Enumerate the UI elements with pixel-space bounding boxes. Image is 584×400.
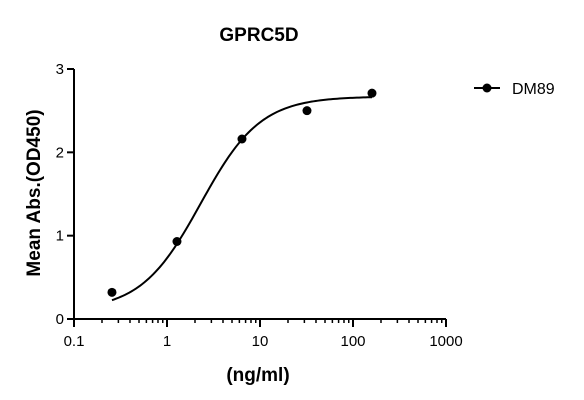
y-axis-label: Mean Abs.(OD450) xyxy=(24,109,45,276)
y-tick-label: 2 xyxy=(56,144,64,161)
fit-curve xyxy=(111,96,373,302)
legend: DM89 xyxy=(474,81,555,98)
legend-label-dm89: DM89 xyxy=(512,81,555,98)
legend-marker xyxy=(482,83,492,93)
y-tick-label: 3 xyxy=(56,61,64,78)
x-tick-label: 0.1 xyxy=(64,333,85,350)
y-axis: 0 1 2 3 xyxy=(56,61,75,328)
x-axis: 0.1 1 10 100 1000 xyxy=(64,318,463,350)
x-tick-label: 1000 xyxy=(429,333,462,350)
x-tick-label: 1 xyxy=(163,333,171,350)
data-point xyxy=(302,106,312,116)
y-tick-label: 1 xyxy=(56,228,64,245)
x-tick-label: 100 xyxy=(340,333,365,350)
chart-title: GPRC5D xyxy=(219,25,298,46)
data-point xyxy=(367,88,377,98)
x-axis-label: (ng/ml) xyxy=(226,365,289,386)
x-tick-label: 10 xyxy=(252,333,269,350)
plot-area xyxy=(107,88,377,302)
y-tick-label: 0 xyxy=(56,311,64,328)
data-point xyxy=(172,237,182,246)
data-point xyxy=(237,134,247,144)
data-point xyxy=(107,287,117,297)
